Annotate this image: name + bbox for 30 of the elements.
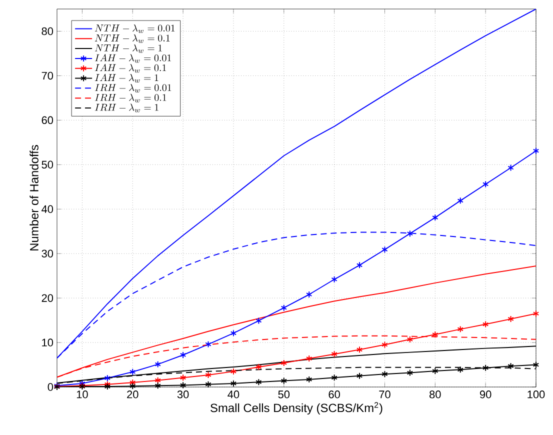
y-tick-label: 20 — [42, 294, 54, 302]
legend-label: $IAH-\lambda_w=1$ — [94, 74, 158, 83]
legend-label: $IRH-\lambda_w=0.1$ — [94, 94, 166, 102]
x-tick-label: 80 — [430, 390, 441, 398]
legend-label: $NTH-\lambda_w=0.01$ — [94, 24, 175, 33]
y-tick-label: 70 — [42, 72, 54, 80]
x-tick-label: 70 — [379, 390, 390, 398]
y-tick-label: 30 — [42, 250, 54, 258]
x-tick-label: 60 — [328, 390, 340, 398]
x-tick-label: 10 — [76, 390, 88, 398]
y-tick-label: 40 — [42, 205, 54, 213]
y-tick-label: 10 — [42, 338, 54, 346]
x-tick-label: 20 — [127, 390, 138, 398]
y-tick-label: 80 — [42, 27, 54, 36]
y-tick-label: 60 — [42, 116, 54, 124]
y-tick-label: 50 — [42, 160, 54, 169]
y-tick-label: 0 — [48, 383, 54, 391]
x-tick-label: 50 — [278, 390, 290, 398]
x-tick-label: 100 — [528, 390, 545, 398]
legend-label: $IAH-\lambda_w=0.1$ — [94, 64, 166, 73]
y-axis-title: Number of Handoffs — [30, 145, 38, 250]
legend-label: $IRH-\lambda_w=0.01$ — [94, 84, 172, 92]
legend-label: $NTH-\lambda_w=0.1$ — [94, 34, 170, 43]
x-axis-title: Small Cells Density (SCBS/Km$^{2}$) — [210, 402, 382, 415]
x-tick-label: 40 — [228, 390, 240, 398]
legend-label: $IRH-\lambda_w=1$ — [94, 104, 158, 112]
x-tick-label: 30 — [177, 390, 189, 398]
x-tick-label: 90 — [480, 390, 492, 398]
legend-label: $NTH-\lambda_w=1$ — [94, 44, 162, 53]
legend-label: $IAH-\lambda_w=0.01$ — [94, 54, 171, 63]
